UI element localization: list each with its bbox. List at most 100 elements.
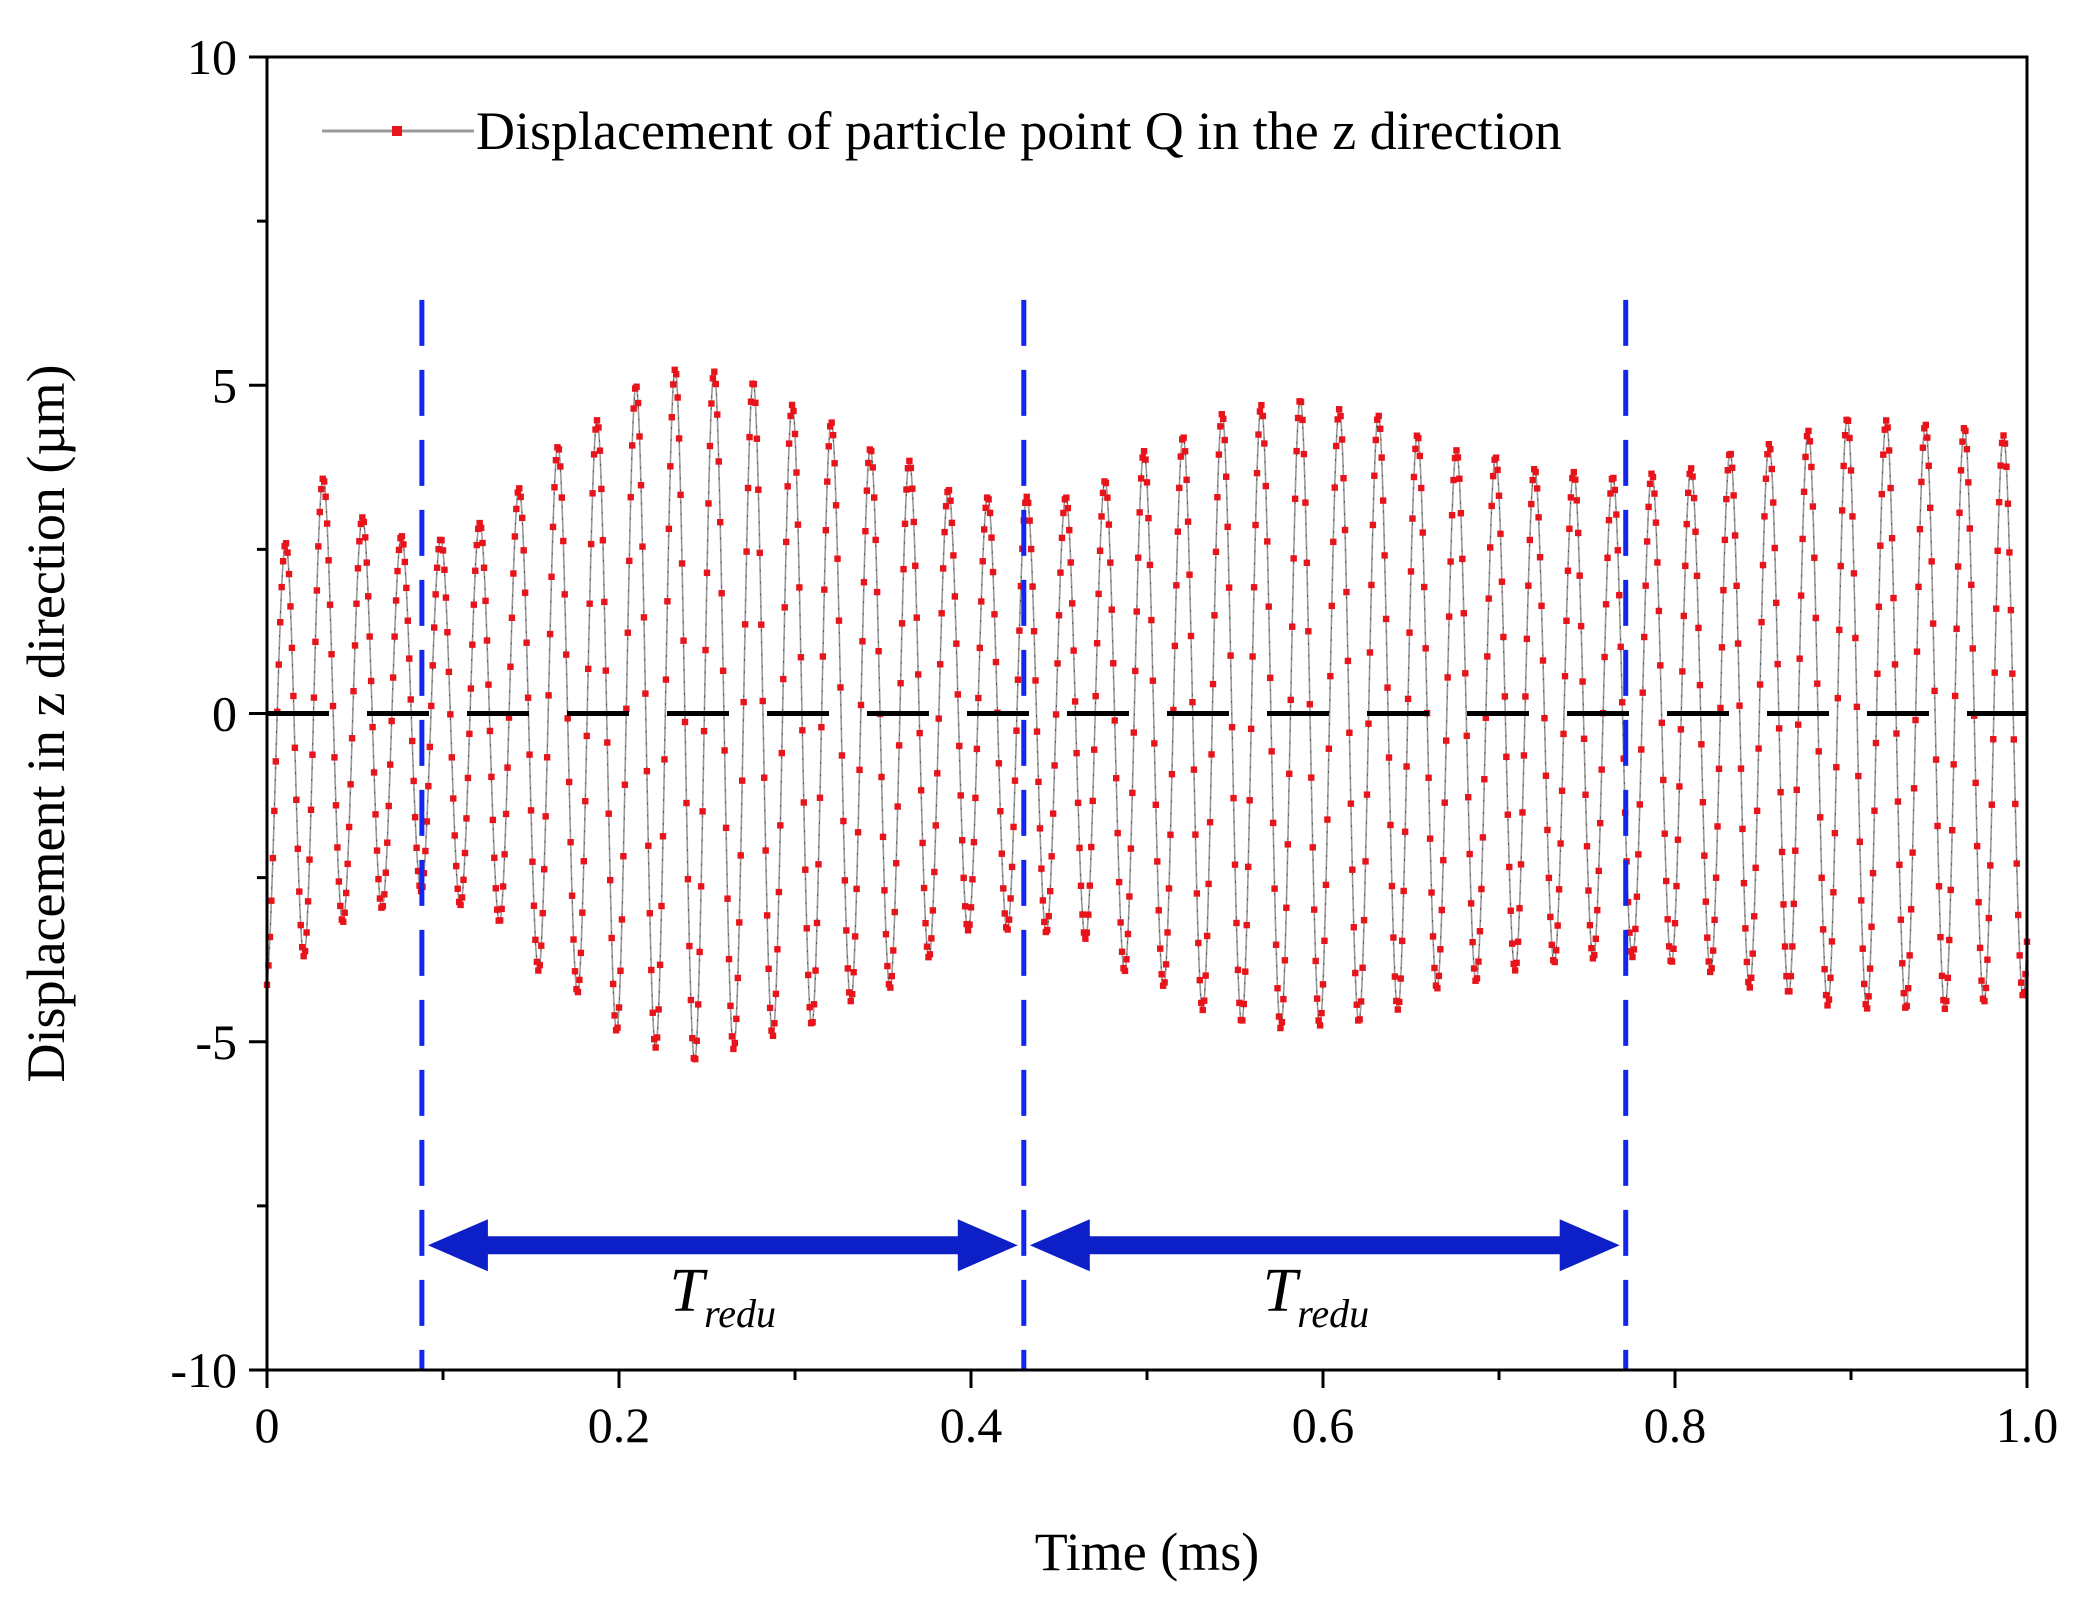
- data-point: [1362, 858, 1369, 865]
- data-point: [532, 936, 539, 944]
- data-point: [520, 547, 527, 554]
- data-point: [2020, 989, 2028, 996]
- data-point: [1718, 644, 1726, 651]
- data-point: [1181, 448, 1189, 455]
- data-point: [299, 943, 306, 951]
- data-point: [315, 543, 322, 550]
- data-point: [1511, 967, 1519, 974]
- data-point: [947, 497, 954, 504]
- data-point: [1482, 714, 1489, 721]
- data-point: [373, 847, 381, 854]
- data-point: [722, 824, 730, 832]
- data-point: [916, 729, 923, 737]
- data-point: [1925, 462, 1932, 469]
- data-point: [689, 1034, 696, 1042]
- data-point: [1091, 746, 1098, 753]
- data-point: [1437, 946, 1444, 953]
- data-point: [1991, 669, 1998, 676]
- data-point: [700, 727, 708, 735]
- data-point: [1201, 997, 1208, 1004]
- data-point: [768, 1027, 775, 1034]
- data-point: [1525, 582, 1532, 589]
- data-point: [992, 658, 1000, 666]
- data-point: [1538, 602, 1545, 610]
- data-point: [1347, 800, 1355, 807]
- data-point: [1909, 849, 1916, 856]
- data-point: [1806, 438, 1814, 445]
- data-point: [1704, 934, 1711, 941]
- data-point: [1570, 468, 1577, 476]
- data-point: [643, 767, 651, 775]
- data-point: [1748, 974, 1755, 981]
- data-point: [293, 796, 300, 804]
- data-point: [492, 885, 499, 892]
- data-point: [862, 527, 869, 535]
- data-point: [1035, 778, 1042, 786]
- data-point: [1180, 434, 1187, 441]
- data-point: [1073, 749, 1080, 757]
- data-point: [2007, 606, 2015, 614]
- data-point: [812, 967, 819, 974]
- data-point: [1504, 811, 1511, 818]
- data-point: [831, 460, 838, 467]
- data-point: [1199, 1006, 1206, 1014]
- data-point: [557, 463, 564, 470]
- data-point: [1951, 692, 1959, 700]
- data-point: [467, 685, 475, 692]
- data-point: [1343, 588, 1350, 596]
- data-point: [1470, 965, 1478, 972]
- data-point: [1127, 845, 1135, 852]
- data-point: [350, 687, 357, 695]
- data-point: [1921, 425, 1928, 432]
- data-point: [774, 946, 781, 953]
- data-point: [986, 509, 994, 517]
- annotation-layer: Tredu Tredu: [427, 1219, 1620, 1336]
- data-point: [1465, 794, 1472, 801]
- data-point: [697, 883, 705, 890]
- data-point: [1227, 652, 1234, 659]
- data-point: [1520, 752, 1528, 759]
- data-point: [1303, 559, 1311, 567]
- data-point: [687, 996, 695, 1004]
- data-point: [1555, 886, 1563, 893]
- data-point: [479, 539, 486, 547]
- data-point: [433, 564, 441, 571]
- data-point: [1007, 895, 1014, 902]
- data-point: [1846, 434, 1853, 442]
- data-point: [1817, 814, 1824, 821]
- data-point: [301, 947, 309, 955]
- data-point: [1768, 465, 1775, 473]
- data-point: [2010, 736, 2017, 743]
- data-point: [1387, 821, 1394, 829]
- data-point: [1104, 494, 1111, 501]
- data-point: [1657, 662, 1664, 669]
- data-point: [708, 400, 715, 407]
- data-point: [901, 520, 909, 527]
- data-point: [1086, 882, 1093, 889]
- data-point: [322, 493, 329, 500]
- data-point: [1651, 490, 1658, 497]
- data-point: [781, 604, 788, 611]
- data-point: [1460, 610, 1467, 617]
- data-point: [950, 552, 957, 559]
- y-tick-label: -5: [195, 1014, 237, 1070]
- data-point: [1221, 436, 1228, 444]
- data-point: [705, 500, 712, 507]
- data-point: [728, 1033, 736, 1040]
- data-point: [881, 887, 888, 894]
- data-point: [1929, 620, 1937, 627]
- data-point: [1990, 736, 1997, 743]
- data-point: [906, 457, 913, 465]
- data-point: [269, 854, 277, 862]
- data-point: [497, 917, 504, 924]
- data-point: [574, 988, 582, 996]
- data-point: [1036, 825, 1044, 832]
- data-point: [1711, 916, 1718, 924]
- data-point: [1888, 534, 1896, 542]
- data-point: [1646, 480, 1654, 488]
- data-point: [982, 504, 989, 512]
- data-point: [414, 867, 422, 875]
- data-point: [821, 586, 828, 593]
- data-point: [1010, 823, 1017, 831]
